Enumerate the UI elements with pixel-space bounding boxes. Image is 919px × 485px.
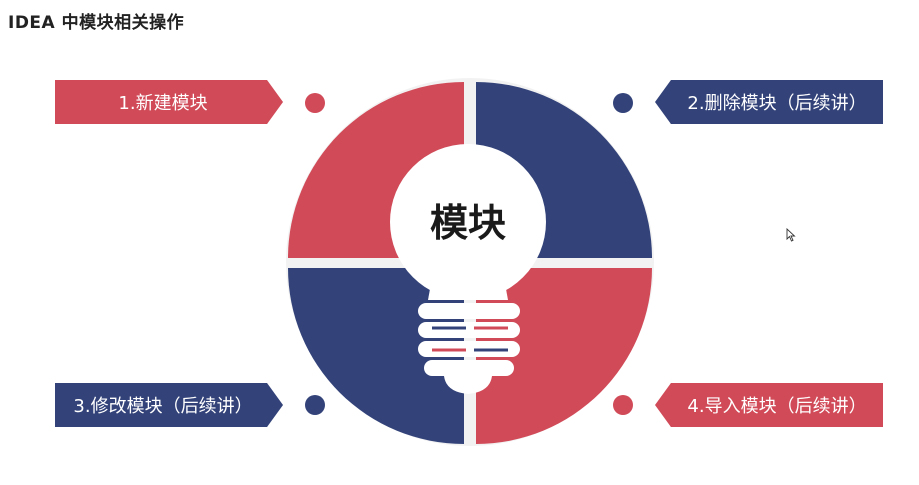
connector-dot-3 <box>305 395 325 415</box>
lightbulb-icon <box>390 144 546 394</box>
mouse-cursor-icon <box>786 228 796 242</box>
center-label: 模块 <box>429 201 506 245</box>
connector-dot-1 <box>305 93 325 113</box>
slide-title: IDEA 中模块相关操作 <box>8 13 185 33</box>
item-label: 4.导入模块（后续讲） <box>687 396 867 417</box>
item-banner-new-module: 1.新建模块 <box>55 80 283 124</box>
connector-dot-4 <box>613 395 633 415</box>
item-label: 2.删除模块（后续讲） <box>687 93 867 114</box>
item-banner-import-module: 4.导入模块（后续讲） <box>655 383 883 427</box>
item-label: 3.修改模块（后续讲） <box>73 396 253 417</box>
item-label: 1.新建模块 <box>118 93 208 114</box>
item-banner-modify-module: 3.修改模块（后续讲） <box>55 383 283 427</box>
connector-dot-2 <box>613 93 633 113</box>
item-banner-delete-module: 2.删除模块（后续讲） <box>655 80 883 124</box>
quadrant-bottom-right <box>476 268 652 444</box>
